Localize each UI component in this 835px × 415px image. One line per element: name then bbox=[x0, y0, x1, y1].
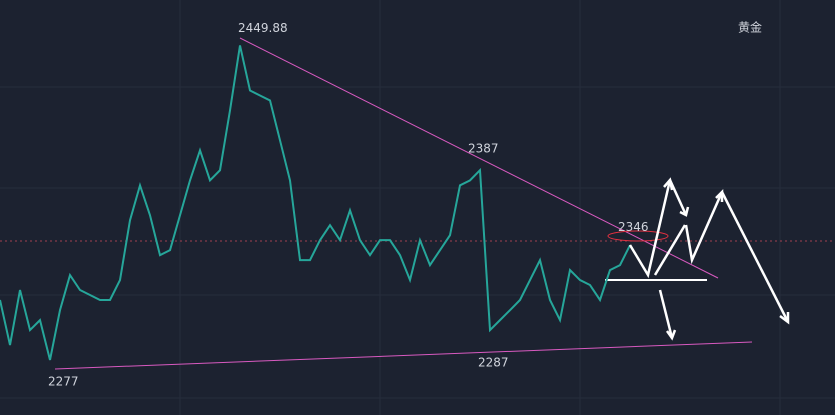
price-label: 2346 bbox=[618, 220, 649, 234]
price-line bbox=[0, 45, 631, 361]
lower-trendline bbox=[54, 341, 753, 370]
upper-trendline bbox=[239, 37, 719, 279]
highlight-ellipse bbox=[607, 230, 669, 242]
price-label: 2287 bbox=[478, 355, 509, 369]
projection-arrows bbox=[628, 177, 790, 341]
price-label: 2387 bbox=[468, 142, 499, 156]
chart-title: 黄金 bbox=[738, 20, 762, 35]
plot bbox=[0, 45, 631, 361]
price-label: 2449.88 bbox=[238, 21, 288, 35]
price-label: 2277 bbox=[48, 374, 79, 388]
